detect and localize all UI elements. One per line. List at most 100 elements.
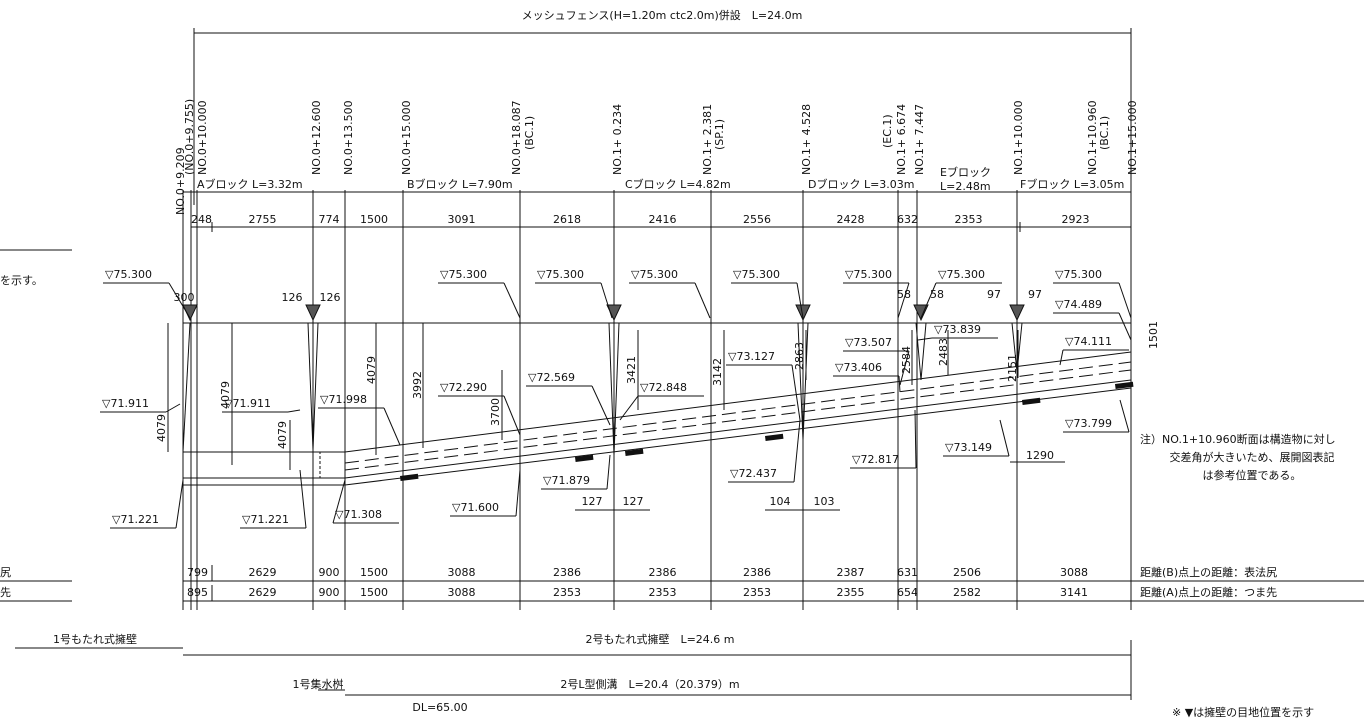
distance: 1500 bbox=[360, 566, 388, 579]
line bbox=[503, 395, 521, 436]
station-label: (BC.1) bbox=[523, 116, 536, 150]
height-dimension: 3142 bbox=[711, 358, 724, 386]
elevation: ▽71.911 bbox=[102, 397, 149, 410]
elevation: ▽71.998 bbox=[320, 393, 367, 406]
wall-toe bbox=[183, 387, 1132, 486]
distance: 2582 bbox=[953, 586, 981, 599]
elevation: ▽73.127 bbox=[728, 350, 775, 363]
station-label: (EC.1) bbox=[881, 114, 894, 148]
dimension: 1290 bbox=[1026, 449, 1054, 462]
elevation: ▽72.817 bbox=[852, 453, 899, 466]
line bbox=[897, 282, 910, 319]
distance: 2506 bbox=[953, 566, 981, 579]
line bbox=[591, 385, 611, 426]
distance: 2353 bbox=[649, 586, 677, 599]
station-label: NO.1+10.960 bbox=[1086, 100, 1099, 175]
dimension: 126 bbox=[282, 291, 303, 304]
line bbox=[175, 479, 184, 529]
line bbox=[793, 419, 801, 483]
dimension: 2428 bbox=[837, 213, 865, 226]
dimension: 1501 bbox=[1147, 321, 1160, 349]
station-label: (NO.0+9.755) bbox=[183, 99, 196, 175]
dimension: 632 bbox=[897, 213, 918, 226]
distance: 2353 bbox=[743, 586, 771, 599]
elevation: ▽75.300 bbox=[105, 268, 152, 281]
distance: 2387 bbox=[837, 566, 865, 579]
block-label: Eブロック bbox=[940, 165, 991, 179]
line bbox=[791, 364, 801, 421]
elevation: ▽72.437 bbox=[730, 467, 777, 480]
elevation: ▽71.879 bbox=[543, 474, 590, 487]
distance: 2386 bbox=[649, 566, 677, 579]
line bbox=[999, 419, 1010, 457]
dimension: 58 bbox=[897, 288, 911, 301]
station-label: NO.0+10.000 bbox=[196, 100, 209, 175]
block-label: Bブロック L=7.90m bbox=[407, 177, 513, 191]
station-label: NO.0+15.000 bbox=[400, 100, 413, 175]
elevation: ▽73.149 bbox=[945, 441, 992, 454]
gutter-block bbox=[575, 454, 594, 462]
joint-mark bbox=[305, 304, 321, 322]
dash bbox=[344, 369, 1132, 471]
station-label: NO.1+ 4.528 bbox=[800, 104, 813, 175]
line bbox=[920, 282, 937, 319]
row-label: 距離(A)点上の距離：つま先 bbox=[1140, 585, 1277, 599]
distance: 2386 bbox=[743, 566, 771, 579]
dimension: 126 bbox=[320, 291, 341, 304]
height-dimension: 3700 bbox=[489, 398, 502, 426]
station-label: NO.1+10.000 bbox=[1012, 100, 1025, 175]
elevation: ▽74.111 bbox=[1065, 335, 1112, 348]
elevation: ▽75.300 bbox=[845, 268, 892, 281]
wall-label: 2号もたれ式擁壁 L=24.6 m bbox=[585, 632, 734, 646]
distance: 900 bbox=[319, 566, 340, 579]
fragment: を示す。 bbox=[0, 274, 43, 287]
dimension: 248 bbox=[191, 213, 212, 226]
distance: 3088 bbox=[1060, 566, 1088, 579]
elevation: ▽71.308 bbox=[335, 508, 382, 521]
elevation: ▽75.300 bbox=[938, 268, 985, 281]
station-label: NO.1+ 7.447 bbox=[913, 104, 926, 175]
distance: 3088 bbox=[448, 566, 476, 579]
height-dimension: 4079 bbox=[219, 381, 232, 409]
elevation: ▽71.221 bbox=[242, 513, 289, 526]
distance: 3141 bbox=[1060, 586, 1088, 599]
height-dimension: 4079 bbox=[365, 356, 378, 384]
line bbox=[515, 469, 521, 517]
line bbox=[299, 469, 307, 529]
line bbox=[608, 322, 615, 456]
distance: 900 bbox=[319, 586, 340, 599]
line bbox=[600, 282, 613, 319]
dimension: 2618 bbox=[553, 213, 581, 226]
elevation: ▽75.300 bbox=[537, 268, 584, 281]
line bbox=[917, 337, 933, 341]
dimension: 127 bbox=[623, 495, 644, 508]
block-label: Fブロック L=3.05m bbox=[1020, 177, 1124, 191]
line bbox=[797, 322, 804, 441]
dimension: 97 bbox=[987, 288, 1001, 301]
line bbox=[1059, 349, 1064, 366]
station-label: NO.1+15.000 bbox=[1126, 100, 1139, 175]
line bbox=[307, 322, 314, 451]
station-label: NO.0+13.500 bbox=[342, 100, 355, 175]
dimension: 97 bbox=[1028, 288, 1042, 301]
elevation: ▽75.300 bbox=[733, 268, 780, 281]
dimension: 2755 bbox=[249, 213, 277, 226]
distance: 654 bbox=[897, 586, 918, 599]
elevation: ▽71.221 bbox=[112, 513, 159, 526]
elevation: ▽75.300 bbox=[440, 268, 487, 281]
station-label: (BC.1) bbox=[1098, 116, 1111, 150]
block-label: Cブロック L=4.82m bbox=[625, 177, 731, 191]
height-dimension: 3421 bbox=[625, 356, 638, 384]
distance: 2629 bbox=[249, 586, 277, 599]
dimension: 2923 bbox=[1062, 213, 1090, 226]
elevation: ▽74.489 bbox=[1055, 298, 1102, 311]
line bbox=[802, 322, 809, 441]
line bbox=[1118, 282, 1132, 319]
line bbox=[168, 282, 191, 319]
height-dimension: 4079 bbox=[155, 414, 168, 442]
elevation: ▽73.799 bbox=[1065, 417, 1112, 430]
dimension: 103 bbox=[814, 495, 835, 508]
datum-label: DL=65.00 bbox=[412, 701, 467, 714]
elevation: ▽72.290 bbox=[440, 381, 487, 394]
dimension: 300 bbox=[174, 291, 195, 304]
